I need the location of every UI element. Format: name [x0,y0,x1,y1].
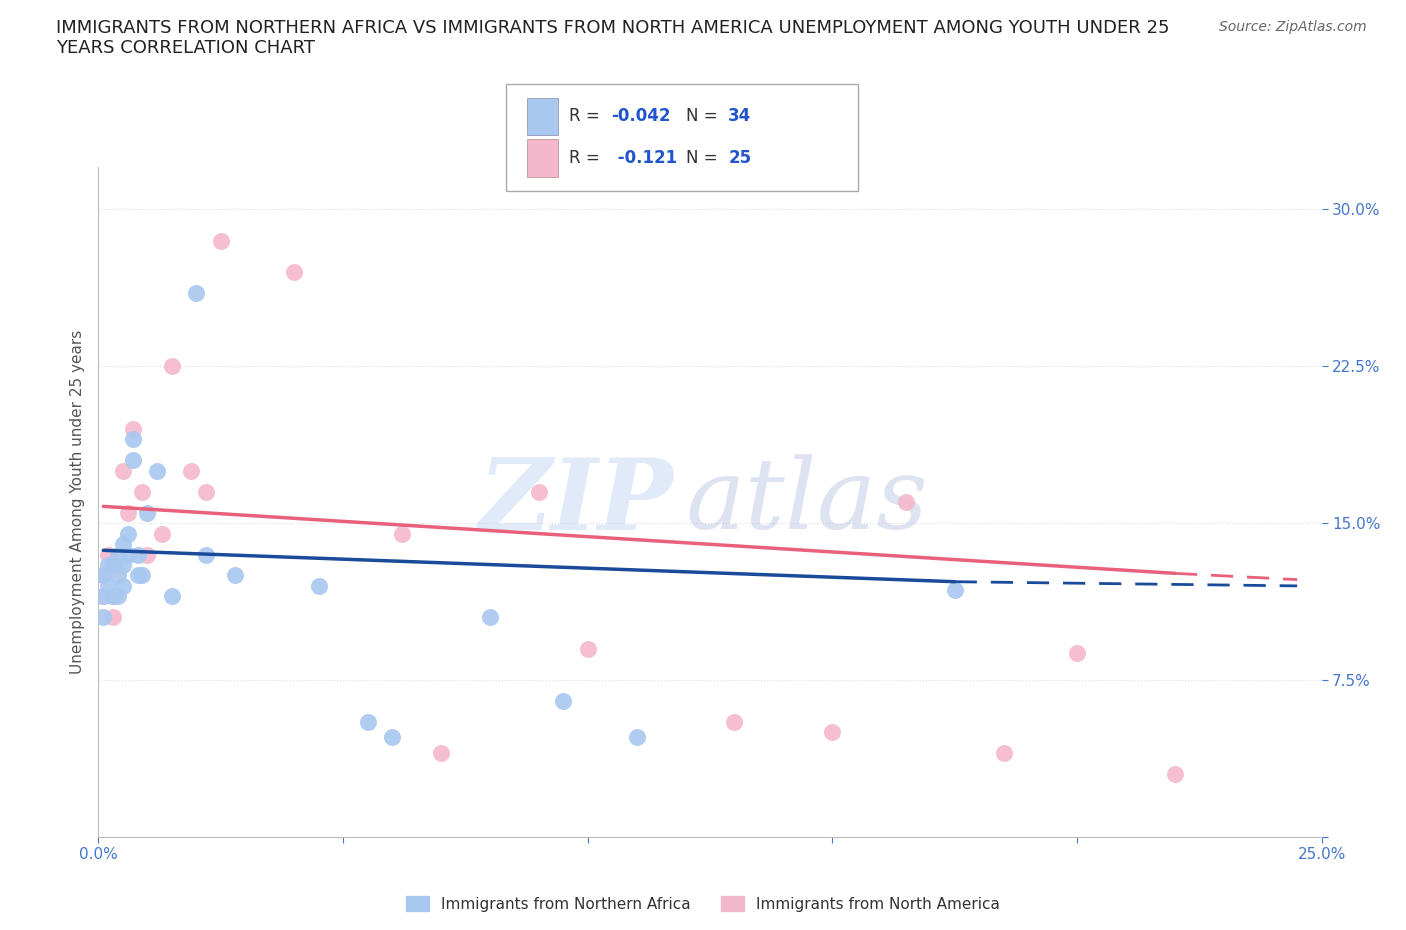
Point [127,547,149,562]
Point [136,505,159,520]
Text: -0.121: -0.121 [612,149,676,167]
Text: YEARS CORRELATION CHART: YEARS CORRELATION CHART [56,39,315,57]
Point [131,485,153,499]
Point [160,589,183,604]
Point [308,578,330,593]
Text: R =: R = [569,149,606,167]
Text: -0.042: -0.042 [612,107,671,126]
Point [111,558,134,573]
Point [356,714,378,729]
Point [91,568,114,583]
Text: ZIP: ZIP [478,454,673,551]
Point [121,421,143,436]
Point [101,589,124,604]
Text: 25: 25 [728,149,751,167]
Point [943,582,966,598]
Point [91,589,114,604]
Point [195,547,218,562]
Point [127,568,149,583]
Point [527,485,550,499]
Point [576,642,599,657]
Point [136,547,159,562]
Text: 34: 34 [728,107,752,126]
Point [381,729,404,744]
Point [146,463,169,478]
Point [195,485,218,499]
Point [993,746,1015,761]
Point [180,463,202,478]
Point [117,526,139,541]
Point [121,453,143,468]
Point [186,286,208,300]
Text: Source: ZipAtlas.com: Source: ZipAtlas.com [1219,20,1367,34]
Point [224,568,246,583]
Point [1066,645,1088,660]
Point [723,714,745,729]
Text: N =: N = [686,107,723,126]
Point [150,526,173,541]
Point [101,610,124,625]
Point [111,578,134,593]
Text: R =: R = [569,107,606,126]
Point [107,568,129,583]
Point [97,547,120,562]
Text: N =: N = [686,149,723,167]
Y-axis label: Unemployment Among Youth under 25 years: Unemployment Among Youth under 25 years [69,330,84,674]
Point [894,495,917,510]
Point [1164,766,1187,781]
Point [391,526,413,541]
Point [821,725,844,740]
Point [209,233,232,248]
Point [111,463,134,478]
Point [430,746,453,761]
Text: atlas: atlas [686,455,928,550]
Point [553,694,575,709]
Point [160,359,183,374]
Point [107,547,129,562]
Point [91,610,114,625]
Point [478,610,501,625]
Point [101,558,124,573]
Point [117,547,139,562]
Legend: Immigrants from Northern Africa, Immigrants from North America: Immigrants from Northern Africa, Immigra… [399,889,1007,918]
Point [131,568,153,583]
Point [107,589,129,604]
Point [626,729,648,744]
Point [91,589,114,604]
Text: IMMIGRANTS FROM NORTHERN AFRICA VS IMMIGRANTS FROM NORTH AMERICA UNEMPLOYMENT AM: IMMIGRANTS FROM NORTHERN AFRICA VS IMMIG… [56,19,1170,36]
Point [117,505,139,520]
Point [101,589,124,604]
Point [97,558,120,573]
Point [283,265,305,280]
Point [121,432,143,447]
Point [97,578,120,593]
Point [111,537,134,551]
Point [91,568,114,583]
